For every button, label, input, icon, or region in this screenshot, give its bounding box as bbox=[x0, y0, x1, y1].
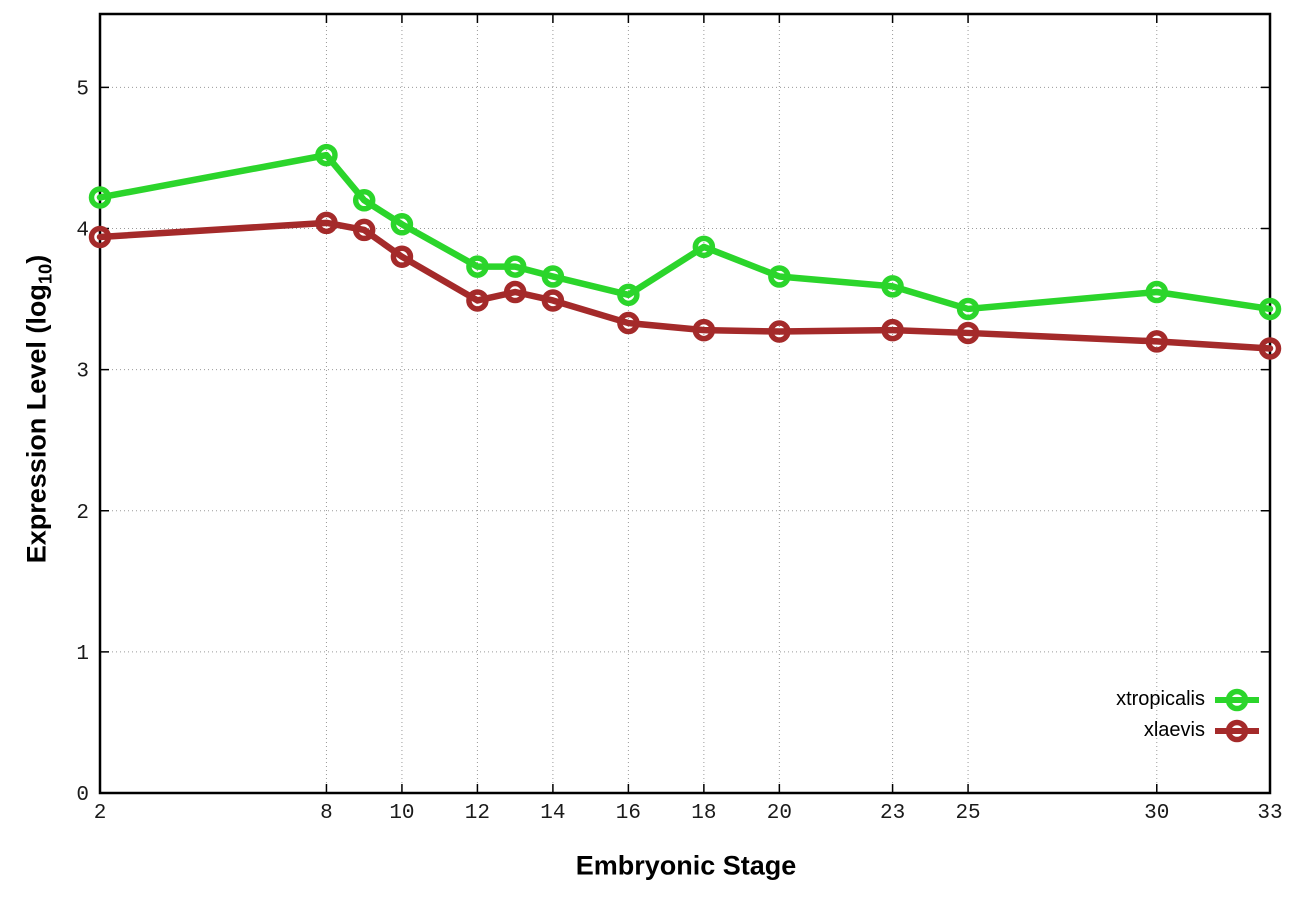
x-tick-label-10: 10 bbox=[389, 802, 414, 825]
data-point-xlaevis-33 bbox=[1258, 337, 1282, 360]
data-point-xtropicalis-18 bbox=[692, 235, 716, 259]
data-point-xlaevis-16 bbox=[617, 311, 640, 335]
data-point-xlaevis-8 bbox=[315, 211, 338, 235]
legend-marker-xlaevis-icon bbox=[1215, 719, 1259, 742]
y-tick-label-3: 3 bbox=[76, 361, 89, 384]
y-tick-label-5: 5 bbox=[76, 78, 89, 101]
data-point-xtropicalis-13 bbox=[503, 255, 527, 278]
y-tick-label-0: 0 bbox=[76, 784, 89, 807]
data-point-xtropicalis-8 bbox=[315, 143, 338, 167]
data-point-xlaevis-23 bbox=[881, 318, 904, 342]
data-point-xlaevis-14 bbox=[541, 289, 565, 312]
x-tick-label-12: 12 bbox=[465, 802, 490, 825]
legend-entry-xlaevis: xlaevis bbox=[1116, 715, 1260, 746]
series-line-xtropicalis bbox=[96, 151, 1274, 313]
x-tick-label-23: 23 bbox=[880, 802, 905, 825]
data-point-xtropicalis-20 bbox=[768, 265, 791, 288]
x-tick-label-30: 30 bbox=[1144, 802, 1169, 825]
x-axis-label: Embryonic Stage bbox=[575, 850, 797, 881]
legend-marker-xtropicalis-icon bbox=[1215, 688, 1259, 711]
data-point-xtropicalis-2 bbox=[88, 186, 112, 209]
data-point-xlaevis-25 bbox=[956, 321, 980, 345]
series-line-xlaevis bbox=[96, 219, 1274, 352]
data-point-xlaevis-9 bbox=[352, 218, 376, 242]
data-point-xlaevis-18 bbox=[692, 318, 716, 342]
x-tick-label-20: 20 bbox=[767, 802, 792, 825]
legend-label-xlaevis: xlaevis bbox=[1143, 719, 1205, 741]
legend: xtropicalis xlaevis bbox=[1116, 684, 1260, 746]
x-tick-label-8: 8 bbox=[320, 802, 333, 825]
data-point-xtropicalis-10 bbox=[390, 213, 414, 236]
x-tick-label-18: 18 bbox=[691, 802, 716, 825]
plot-border bbox=[98, 12, 1272, 795]
data-point-xtropicalis-30 bbox=[1145, 280, 1169, 304]
data-point-xtropicalis-16 bbox=[617, 283, 640, 307]
data-point-xlaevis-10 bbox=[390, 245, 414, 268]
data-point-xtropicalis-12 bbox=[466, 255, 489, 278]
data-point-xtropicalis-23 bbox=[881, 275, 904, 298]
x-tick-label-16: 16 bbox=[616, 802, 641, 825]
legend-label-xtropicalis: xtropicalis bbox=[1116, 688, 1205, 710]
y-tick-label-1: 1 bbox=[76, 643, 89, 666]
y-axis-label: Expression Level (log10) bbox=[21, 255, 56, 564]
data-point-xlaevis-30 bbox=[1145, 330, 1169, 353]
data-point-xlaevis-13 bbox=[503, 280, 527, 304]
data-point-xlaevis-20 bbox=[768, 320, 791, 343]
data-point-xtropicalis-9 bbox=[352, 189, 376, 212]
data-point-xlaevis-2 bbox=[88, 225, 112, 249]
data-point-xtropicalis-14 bbox=[541, 265, 565, 288]
x-tick-label-33: 33 bbox=[1257, 802, 1282, 825]
y-tick-label-2: 2 bbox=[76, 502, 89, 525]
x-tick-label-2: 2 bbox=[94, 802, 107, 825]
y-axis-label-main: Expression Level (log bbox=[21, 284, 52, 564]
y-tick-label-4: 4 bbox=[76, 220, 89, 243]
data-point-xtropicalis-33 bbox=[1258, 297, 1282, 321]
x-tick-label-25: 25 bbox=[955, 802, 980, 825]
data-point-xlaevis-12 bbox=[466, 289, 489, 312]
y-axis-label-subscript: 10 bbox=[34, 263, 56, 285]
data-point-xtropicalis-25 bbox=[956, 297, 980, 321]
legend-entry-xtropicalis: xtropicalis bbox=[1116, 684, 1260, 715]
x-tick-label-14: 14 bbox=[540, 802, 565, 825]
